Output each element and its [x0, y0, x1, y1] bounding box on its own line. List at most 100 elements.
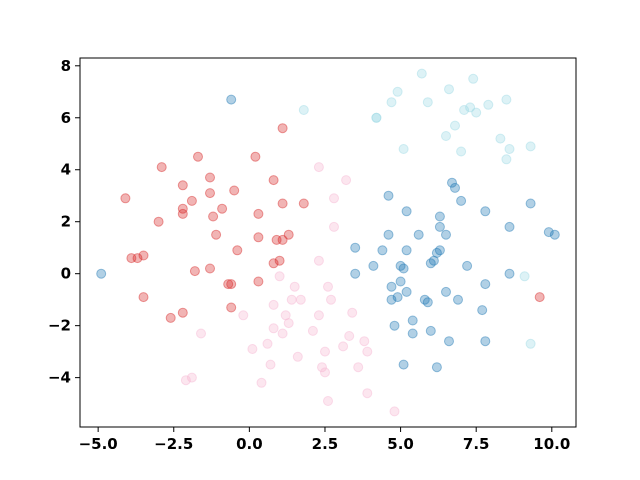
data-point	[504, 144, 515, 154]
data-point	[165, 312, 176, 323]
data-point	[480, 279, 491, 290]
data-point	[250, 151, 261, 162]
data-point	[447, 177, 457, 188]
data-point	[386, 97, 397, 108]
data-point	[226, 302, 237, 313]
data-point	[401, 206, 412, 217]
x-axis: −5.0 −2.5 0.0 2.5 5.0 7.5 10.0	[79, 427, 570, 453]
x-tick-label: 5.0	[387, 435, 414, 453]
data-point	[504, 268, 515, 279]
data-point	[525, 141, 536, 152]
data-point	[525, 338, 536, 349]
data-point	[323, 281, 333, 292]
data-point	[283, 229, 294, 240]
data-point	[465, 102, 476, 113]
data-point	[444, 84, 454, 95]
data-point	[368, 260, 379, 271]
data-point	[444, 336, 454, 347]
data-point	[286, 294, 297, 305]
data-point	[431, 247, 442, 258]
data-point	[193, 151, 203, 162]
data-point	[256, 377, 267, 388]
data-point	[307, 325, 318, 336]
plot-area-frame	[79, 57, 577, 428]
data-point	[456, 195, 467, 206]
data-point	[320, 367, 330, 378]
data-point	[217, 203, 228, 214]
data-point	[329, 221, 339, 232]
data-point	[398, 144, 409, 154]
data-point	[398, 359, 409, 370]
data-point	[196, 328, 206, 339]
data-point	[347, 307, 358, 318]
data-point	[383, 229, 394, 240]
data-point	[320, 346, 330, 357]
data-point	[180, 375, 191, 386]
data-point	[277, 234, 288, 245]
data-point	[317, 362, 327, 373]
data-point	[223, 279, 234, 290]
data-point	[428, 255, 439, 266]
data-point	[289, 281, 300, 292]
x-tick-label: 7.5	[463, 435, 490, 453]
data-point	[519, 271, 530, 282]
data-point	[386, 281, 397, 292]
data-point	[453, 294, 463, 305]
data-point	[338, 341, 349, 352]
data-point	[298, 105, 309, 115]
data-point	[371, 112, 382, 123]
data-point	[238, 310, 249, 321]
data-point	[353, 362, 364, 373]
data-point	[350, 242, 361, 253]
data-point	[120, 193, 131, 204]
data-point	[268, 175, 279, 186]
y-tick-label: 0	[61, 265, 71, 283]
data-point	[138, 292, 149, 303]
data-point	[450, 182, 460, 193]
data-point	[156, 162, 167, 173]
data-point	[501, 94, 512, 105]
data-point	[189, 266, 200, 277]
data-point	[253, 232, 264, 243]
data-point	[350, 268, 361, 279]
data-point	[407, 315, 418, 326]
data-point	[504, 221, 515, 232]
data-point	[177, 307, 188, 318]
data-point	[208, 211, 219, 222]
x-tick-label: −2.5	[154, 435, 193, 453]
data-point	[247, 344, 258, 354]
y-tick-label: −2	[48, 317, 71, 335]
data-point	[395, 276, 406, 287]
data-point	[186, 195, 197, 206]
data-point	[253, 276, 264, 287]
data-point	[326, 294, 336, 305]
data-point	[525, 198, 536, 209]
data-point	[477, 305, 488, 316]
data-point	[313, 255, 324, 266]
data-point	[441, 131, 451, 141]
y-tick-label: 4	[61, 161, 71, 179]
data-point	[186, 372, 197, 383]
data-point	[425, 258, 436, 269]
data-point	[177, 180, 188, 191]
data-point	[341, 175, 352, 186]
data-point	[205, 188, 215, 199]
data-point	[138, 250, 149, 261]
data-point	[419, 294, 430, 305]
data-point	[480, 206, 491, 217]
data-point	[549, 229, 560, 240]
data-point	[543, 227, 554, 238]
data-point	[313, 162, 324, 173]
data-point	[211, 229, 222, 240]
data-point	[431, 362, 442, 373]
data-point	[495, 133, 506, 144]
data-point	[277, 123, 288, 134]
data-point	[483, 99, 494, 110]
data-point	[456, 146, 467, 157]
x-tick-label: 2.5	[312, 435, 339, 453]
data-point	[177, 203, 188, 214]
data-point	[226, 279, 237, 290]
data-point	[268, 258, 279, 269]
data-point	[389, 320, 400, 331]
